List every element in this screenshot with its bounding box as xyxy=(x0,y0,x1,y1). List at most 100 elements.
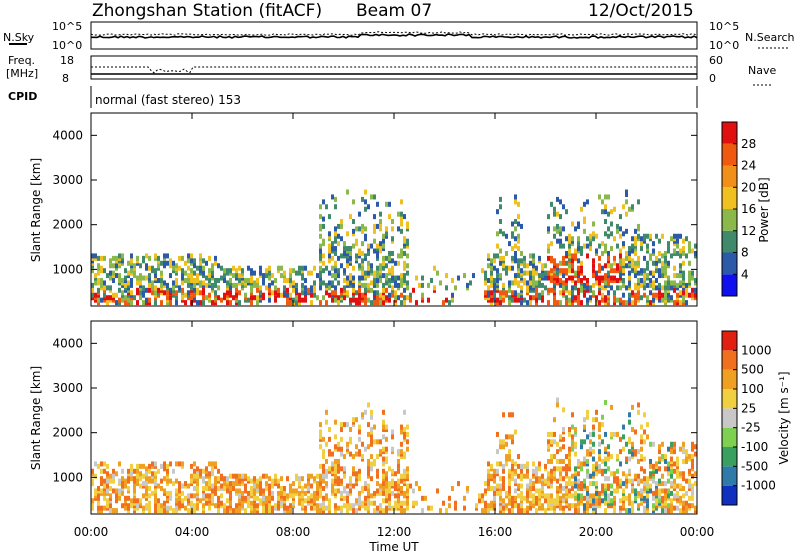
heatmap-cell xyxy=(247,500,250,506)
heatmap-cell xyxy=(547,471,550,477)
heatmap-cell xyxy=(349,451,352,457)
cpid-row: CPID normal (fast stereo) 153 xyxy=(8,86,698,108)
heatmap-cell xyxy=(106,483,109,489)
heatmap-cell xyxy=(559,466,562,472)
heatmap-cell xyxy=(586,495,589,501)
heatmap-cell xyxy=(325,282,328,288)
heatmap-cell xyxy=(604,248,607,254)
heatmap-cell xyxy=(268,270,271,276)
heatmap-cell xyxy=(298,498,301,504)
heatmap-cell xyxy=(358,248,361,254)
heatmap-cell xyxy=(583,424,586,430)
heatmap-cell xyxy=(556,300,559,306)
heatmap-cell xyxy=(622,258,625,264)
heatmap-cell xyxy=(517,454,520,460)
heatmap-cell xyxy=(238,478,241,484)
heatmap-cell xyxy=(553,498,556,504)
heatmap-cell xyxy=(580,260,583,266)
heatmap-cell xyxy=(577,236,580,242)
heatmap-cell xyxy=(97,463,100,469)
heatmap-cell xyxy=(310,505,313,511)
heatmap-cell xyxy=(100,505,103,511)
heatmap-cell xyxy=(187,277,190,283)
heatmap-cell xyxy=(427,297,430,303)
heatmap-cell xyxy=(334,444,337,450)
heatmap-cell xyxy=(562,427,565,433)
heatmap-cell xyxy=(124,478,127,484)
heatmap-cell xyxy=(547,287,550,293)
heatmap-cell xyxy=(352,466,355,472)
heatmap-cell xyxy=(556,498,559,504)
colorbar-swatch xyxy=(722,252,737,275)
heatmap-cell xyxy=(139,290,142,296)
heatmap-cell xyxy=(646,493,649,499)
heatmap-cell xyxy=(532,493,535,499)
heatmap-cell xyxy=(634,292,637,298)
heatmap-cell xyxy=(586,490,589,496)
heatmap-cell xyxy=(574,226,577,232)
heatmap-cell xyxy=(154,290,157,296)
heatmap-cell xyxy=(205,481,208,487)
heatmap-cell xyxy=(601,209,604,215)
heatmap-cell xyxy=(586,285,589,291)
heatmap-cell xyxy=(253,508,256,514)
heatmap-cell xyxy=(115,488,118,494)
heatmap-cell xyxy=(322,238,325,244)
heatmap-cell xyxy=(334,231,337,237)
colorbar-tick-label: 100 xyxy=(741,382,764,396)
heatmap-cell xyxy=(403,431,406,437)
heatmap-cell xyxy=(565,488,568,494)
heatmap-cell xyxy=(658,456,661,462)
heatmap-cell xyxy=(211,483,214,489)
heatmap-cell xyxy=(526,300,529,306)
heatmap-cell xyxy=(628,275,631,281)
heatmap-cell xyxy=(637,199,640,205)
heatmap-cell xyxy=(406,488,409,494)
heatmap-cell xyxy=(265,285,268,291)
heatmap-cell xyxy=(667,241,670,247)
heatmap-cell xyxy=(178,461,181,467)
heatmap-cell xyxy=(616,228,619,234)
heatmap-cell xyxy=(100,488,103,494)
heatmap-cell xyxy=(550,473,553,479)
heatmap-cell xyxy=(601,414,604,420)
heatmap-cell xyxy=(301,503,304,509)
heatmap-cell xyxy=(601,265,604,271)
heatmap-cell xyxy=(652,478,655,484)
heatmap-cell xyxy=(601,422,604,428)
heatmap-cell xyxy=(601,241,604,247)
heatmap-cell xyxy=(178,285,181,291)
heatmap-cell xyxy=(517,233,520,239)
heatmap-cell xyxy=(664,508,667,514)
heatmap-cell xyxy=(523,255,526,261)
heatmap-cell xyxy=(655,277,658,283)
heatmap-cell xyxy=(502,498,505,504)
heatmap-cell xyxy=(490,473,493,479)
heatmap-cell xyxy=(394,295,397,301)
heatmap-cell xyxy=(406,238,409,244)
heatmap-cell xyxy=(655,268,658,274)
heatmap-cell xyxy=(346,290,349,296)
colorbar-swatch xyxy=(722,209,737,231)
heatmap-cell xyxy=(217,503,220,509)
heatmap-cell xyxy=(97,263,100,269)
heatmap-cell xyxy=(529,485,532,491)
heatmap-cell xyxy=(604,500,607,506)
heatmap-cell xyxy=(205,260,208,266)
heatmap-cell xyxy=(334,434,337,440)
heatmap-cell xyxy=(172,468,175,474)
heatmap-cell xyxy=(382,233,385,239)
heatmap-cell xyxy=(676,505,679,511)
heatmap-cell xyxy=(559,260,562,266)
heatmap-cell xyxy=(229,290,232,296)
heatmap-cell xyxy=(499,204,502,210)
heatmap-cell xyxy=(568,446,571,452)
heatmap-cell xyxy=(493,253,496,259)
heatmap-cell xyxy=(364,189,367,195)
heatmap-cell xyxy=(316,495,319,501)
heatmap-cell xyxy=(586,449,589,455)
heatmap-cell xyxy=(319,233,322,239)
heatmap-cell xyxy=(325,290,328,296)
heatmap-cell xyxy=(130,290,133,296)
